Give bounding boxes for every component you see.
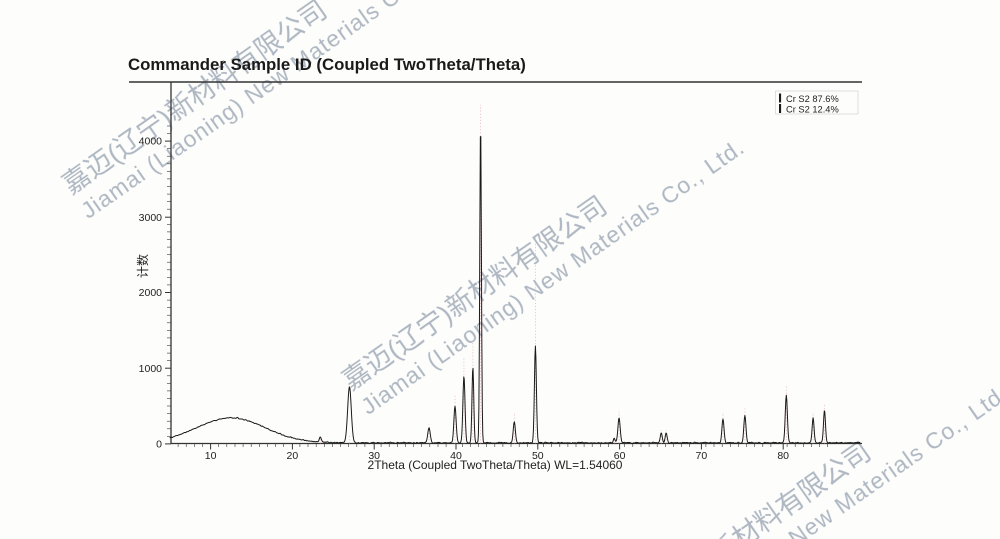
svg-text:Commander Sample ID (Coupled T: Commander Sample ID (Coupled TwoTheta/Th… <box>128 55 526 74</box>
svg-text:70: 70 <box>696 450 708 462</box>
svg-text:4000: 4000 <box>139 136 163 148</box>
svg-text:30: 30 <box>368 450 380 462</box>
svg-text:Cr S2 87.6%: Cr S2 87.6% <box>786 94 839 104</box>
svg-text:Cr S2 12.4%: Cr S2 12.4% <box>786 105 839 115</box>
svg-text:计数: 计数 <box>135 254 150 278</box>
svg-text:2000: 2000 <box>139 287 163 299</box>
svg-text:40: 40 <box>450 450 462 462</box>
svg-text:60: 60 <box>614 450 626 462</box>
svg-text:20: 20 <box>287 450 299 462</box>
svg-text:10: 10 <box>205 450 217 462</box>
svg-text:0: 0 <box>156 439 162 451</box>
svg-text:2Theta (Coupled TwoTheta/Theta: 2Theta (Coupled TwoTheta/Theta) WL=1.540… <box>368 458 623 472</box>
svg-text:3000: 3000 <box>139 212 163 224</box>
svg-text:1000: 1000 <box>139 363 163 375</box>
svg-text:50: 50 <box>532 450 544 462</box>
svg-text:80: 80 <box>777 450 789 462</box>
